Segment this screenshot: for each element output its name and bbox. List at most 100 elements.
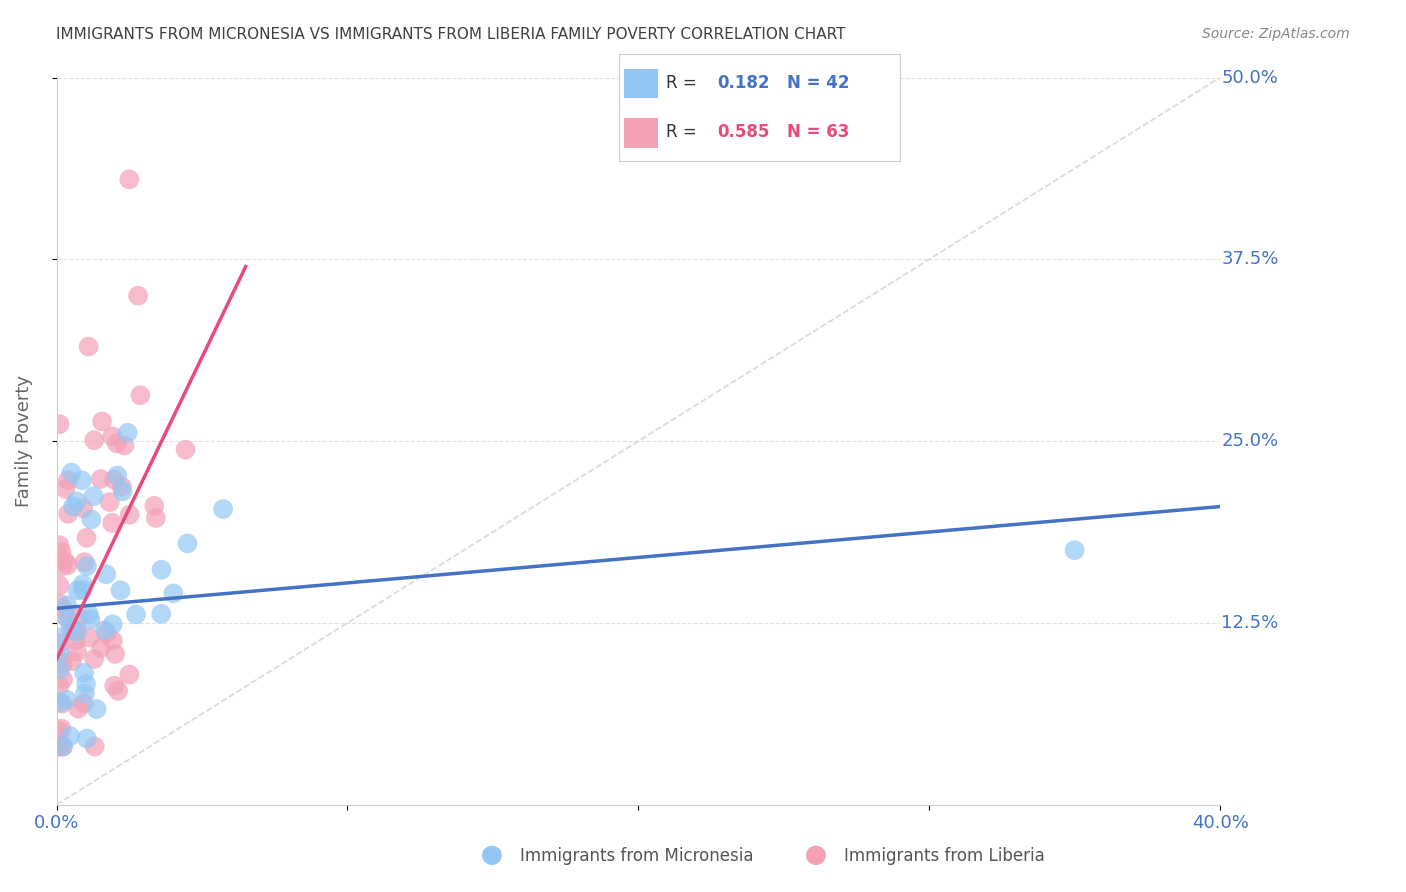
Point bbox=[77, 631, 100, 645]
Point bbox=[48, 578, 70, 592]
Point bbox=[67, 701, 90, 715]
Point bbox=[110, 583, 132, 598]
Point bbox=[59, 729, 82, 743]
Point bbox=[52, 739, 75, 754]
Point bbox=[101, 617, 124, 632]
Point bbox=[129, 388, 152, 402]
Point bbox=[60, 466, 83, 480]
Point bbox=[48, 538, 70, 552]
Y-axis label: Family Poverty: Family Poverty bbox=[15, 376, 32, 507]
Text: Immigrants from Micronesia: Immigrants from Micronesia bbox=[520, 847, 754, 865]
Point bbox=[48, 597, 70, 611]
Point bbox=[94, 624, 117, 638]
Point bbox=[79, 613, 101, 627]
Point bbox=[48, 646, 70, 660]
Text: R =: R = bbox=[666, 123, 697, 141]
Point bbox=[48, 630, 70, 644]
Point bbox=[145, 511, 167, 525]
Text: 25.0%: 25.0% bbox=[1222, 432, 1278, 450]
Point bbox=[60, 654, 83, 668]
Point bbox=[65, 633, 87, 648]
Point bbox=[73, 687, 96, 701]
Point bbox=[83, 652, 105, 666]
Point bbox=[73, 697, 96, 711]
Point bbox=[53, 553, 76, 567]
Point bbox=[76, 731, 98, 746]
Point bbox=[65, 494, 87, 508]
Point bbox=[70, 473, 93, 487]
Point bbox=[66, 624, 89, 639]
Point bbox=[83, 489, 105, 503]
Point bbox=[48, 739, 70, 754]
Point bbox=[127, 288, 149, 302]
Point bbox=[51, 544, 73, 558]
Point bbox=[107, 683, 129, 698]
Point bbox=[101, 429, 124, 443]
Point bbox=[72, 583, 94, 598]
Point bbox=[77, 607, 100, 621]
Point bbox=[52, 657, 75, 671]
Point bbox=[66, 644, 89, 658]
Point bbox=[66, 583, 89, 598]
Point bbox=[48, 636, 70, 650]
Point bbox=[59, 620, 82, 634]
Point bbox=[75, 531, 97, 545]
Point bbox=[104, 647, 127, 661]
Point bbox=[96, 567, 118, 582]
Point bbox=[98, 495, 121, 509]
Point bbox=[52, 739, 75, 754]
Point bbox=[150, 607, 173, 621]
Point bbox=[80, 512, 103, 526]
Text: 0.585: 0.585 bbox=[717, 123, 769, 141]
Point bbox=[103, 679, 125, 693]
Point bbox=[117, 425, 139, 440]
Text: ⬤: ⬤ bbox=[481, 846, 503, 865]
Point bbox=[105, 468, 128, 483]
Point bbox=[48, 653, 70, 667]
Point bbox=[150, 563, 173, 577]
Point bbox=[101, 633, 124, 648]
Point bbox=[60, 624, 83, 639]
Text: IMMIGRANTS FROM MICRONESIA VS IMMIGRANTS FROM LIBERIA FAMILY POVERTY CORRELATION: IMMIGRANTS FROM MICRONESIA VS IMMIGRANTS… bbox=[56, 27, 846, 42]
Point bbox=[174, 442, 197, 457]
Point bbox=[51, 697, 73, 711]
Text: ⬤: ⬤ bbox=[804, 846, 827, 865]
Point bbox=[72, 577, 94, 591]
Point bbox=[48, 724, 70, 739]
Point bbox=[212, 502, 235, 516]
Point bbox=[143, 499, 166, 513]
Point bbox=[56, 558, 79, 573]
Text: Immigrants from Liberia: Immigrants from Liberia bbox=[844, 847, 1045, 865]
Point bbox=[73, 555, 96, 569]
Point bbox=[51, 559, 73, 574]
Point bbox=[105, 436, 128, 450]
Point bbox=[51, 722, 73, 736]
Point bbox=[55, 609, 77, 624]
Point bbox=[111, 484, 134, 499]
Point bbox=[48, 679, 70, 693]
Point bbox=[90, 472, 112, 486]
Text: 50.0%: 50.0% bbox=[1222, 69, 1278, 87]
Point bbox=[72, 501, 94, 516]
Point bbox=[48, 417, 70, 431]
Point bbox=[55, 482, 77, 496]
Point bbox=[176, 536, 198, 550]
Point bbox=[62, 500, 84, 514]
Point bbox=[1063, 543, 1085, 558]
Point bbox=[125, 607, 148, 622]
Point bbox=[86, 702, 108, 716]
Point bbox=[56, 507, 79, 521]
Point bbox=[162, 586, 184, 600]
Point bbox=[118, 667, 141, 681]
Point bbox=[75, 677, 97, 691]
Text: Source: ZipAtlas.com: Source: ZipAtlas.com bbox=[1202, 27, 1350, 41]
Point bbox=[83, 434, 105, 448]
Point bbox=[49, 663, 72, 677]
Point bbox=[56, 612, 79, 626]
Point bbox=[96, 626, 118, 640]
Text: R =: R = bbox=[666, 75, 697, 93]
Text: N = 42: N = 42 bbox=[787, 75, 849, 93]
Point bbox=[77, 340, 100, 354]
Text: 37.5%: 37.5% bbox=[1222, 251, 1278, 268]
Point bbox=[52, 673, 75, 687]
